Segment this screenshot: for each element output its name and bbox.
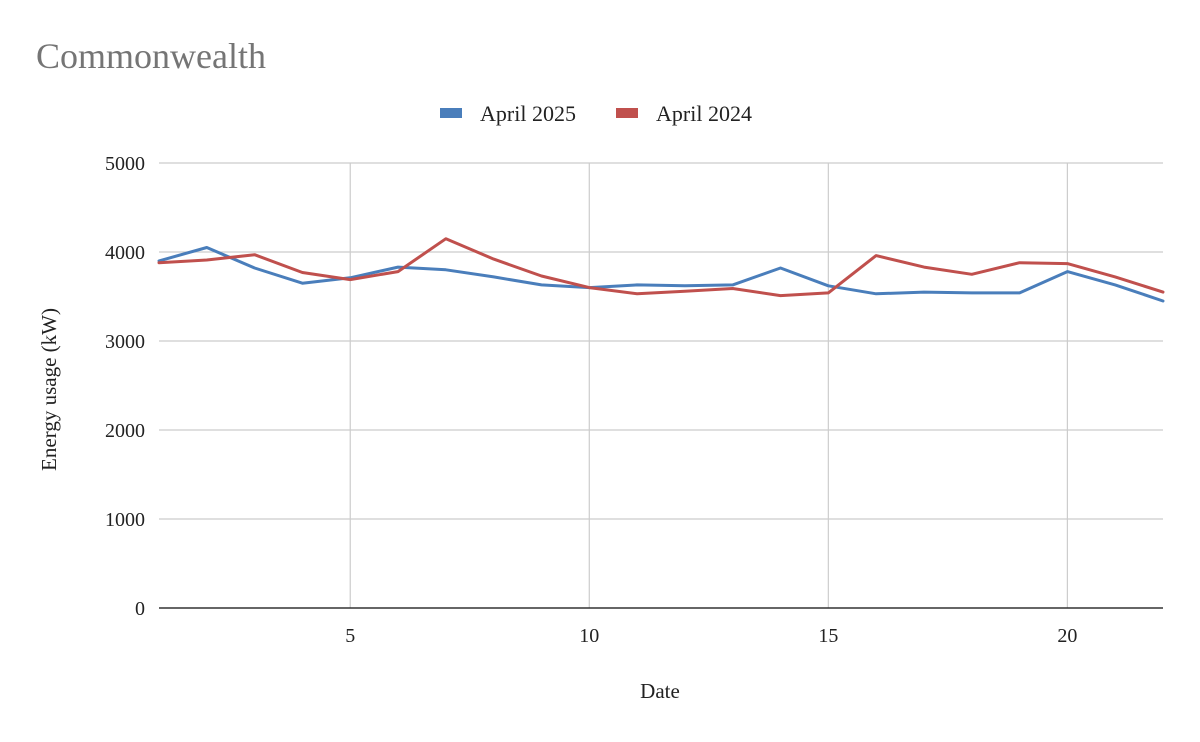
y-axis-ticks: 0 1000 2000 3000 4000 5000 — [105, 153, 145, 620]
y-tick-label: 4000 — [105, 242, 145, 264]
y-tick-label: 1000 — [105, 509, 145, 531]
y-tick-label: 5000 — [105, 153, 145, 175]
chart-title: Commonwealth — [36, 36, 266, 76]
series-line-april-2024 — [157, 237, 1165, 298]
legend-label-april-2024: April 2024 — [656, 101, 752, 126]
x-tick-label: 10 — [579, 625, 599, 647]
x-axis-label: Date — [640, 679, 680, 703]
x-tick-label: 20 — [1057, 625, 1077, 647]
x-tick-label: 5 — [345, 625, 355, 647]
y-tick-label: 0 — [135, 598, 145, 620]
series-line-april-2025 — [157, 246, 1165, 303]
y-axis-label: Energy usage (kW) — [37, 308, 61, 471]
legend-swatch-april-2025 — [440, 108, 462, 118]
x-tick-label: 15 — [818, 625, 838, 647]
x-axis-ticks: 5 10 15 20 — [345, 625, 1077, 647]
y-tick-label: 2000 — [105, 420, 145, 442]
series-lines — [157, 237, 1165, 303]
legend-label-april-2025: April 2025 — [480, 101, 576, 126]
legend: April 2025 April 2024 — [440, 101, 752, 126]
legend-swatch-april-2024 — [616, 108, 638, 118]
y-tick-label: 3000 — [105, 331, 145, 353]
gridlines — [159, 162, 1163, 609]
